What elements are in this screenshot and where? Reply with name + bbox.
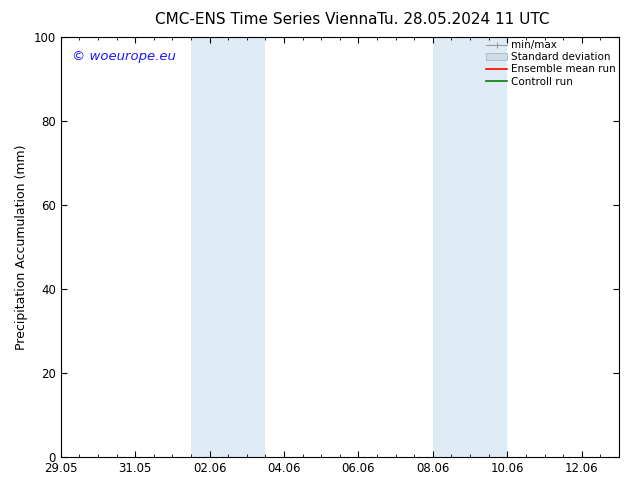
Text: Tu. 28.05.2024 11 UTC: Tu. 28.05.2024 11 UTC [377,12,549,27]
Bar [228,37,266,457]
Text: CMC-ENS Time Series Vienna: CMC-ENS Time Series Vienna [155,12,377,27]
Legend: min/max, Standard deviation, Ensemble mean run, Controll run: min/max, Standard deviation, Ensemble me… [486,40,616,87]
Y-axis label: Precipitation Accumulation (mm): Precipitation Accumulation (mm) [15,145,28,350]
Bar [433,37,470,457]
Bar [470,37,507,457]
Bar [191,37,228,457]
Text: © woeurope.eu: © woeurope.eu [72,50,176,63]
